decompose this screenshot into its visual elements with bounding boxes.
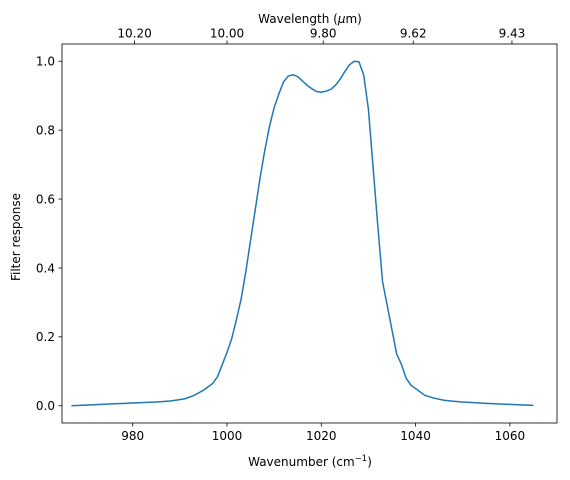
- y-tick-label: 1.0: [36, 55, 55, 69]
- x-axis-ticks: 980 1000 1020 1040 1060: [121, 423, 525, 443]
- top-axis-ticks: 10.20 10.00 9.80 9.62 9.43: [117, 27, 526, 44]
- x-tick-label: 1020: [306, 429, 337, 443]
- axes-frame: [61, 43, 558, 424]
- y-tick-label: 0.8: [36, 123, 55, 137]
- top-tick-label: 9.62: [400, 27, 427, 41]
- top-tick-label: 9.43: [499, 27, 526, 41]
- x-tick-label: 1000: [212, 429, 243, 443]
- y-tick-label: 0.2: [36, 330, 55, 344]
- y-tick-label: 0.6: [36, 192, 55, 206]
- top-axis-label: Wavelength (μm): [258, 12, 362, 26]
- top-tick-label: 10.20: [117, 27, 151, 41]
- x-tick-label: 1040: [400, 429, 431, 443]
- x-tick-label: 980: [121, 429, 144, 443]
- top-tick-label: 10.00: [210, 27, 244, 41]
- series-line: [71, 60, 534, 407]
- x-axis-label: Wavenumber (cm−1): [248, 454, 372, 469]
- plot-area: 980 1000 1020 1040 1060 0.0 0.2 0.4 0.6 0.8 1.0 1…: [36, 27, 558, 443]
- y-axis-label: Filter response: [9, 193, 23, 281]
- y-axis-ticks: 0.0 0.2 0.4 0.6 0.8 1.0: [36, 55, 62, 413]
- x-tick-label: 1060: [495, 429, 526, 443]
- top-tick-label: 9.80: [310, 27, 337, 41]
- y-tick-label: 0.0: [36, 399, 55, 413]
- y-tick-label: 0.4: [36, 261, 55, 275]
